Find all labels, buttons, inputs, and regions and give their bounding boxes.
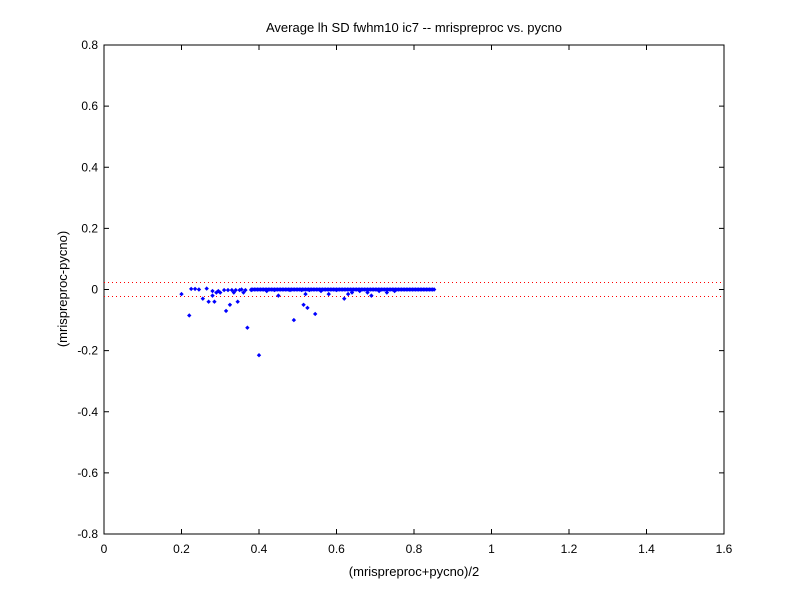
- data-point: [239, 287, 244, 292]
- data-point: [256, 353, 262, 358]
- data-point: [221, 287, 227, 293]
- x-tick-label: 0.6: [328, 542, 345, 556]
- x-axis-label: (mrispreproc+pycno)/2: [349, 564, 479, 579]
- data-point: [212, 299, 217, 304]
- data-point: [229, 287, 235, 293]
- y-tick-label: 0.6: [81, 99, 98, 113]
- data-point: [200, 296, 206, 301]
- data-point: [188, 286, 194, 292]
- data-point: [218, 290, 223, 295]
- data-point: [223, 308, 229, 314]
- data-point: [326, 291, 331, 297]
- data-point: [210, 293, 215, 298]
- y-tick-label: -0.8: [77, 527, 98, 541]
- data-point: [227, 302, 233, 307]
- y-tick-label: 0.4: [81, 160, 98, 174]
- chart-title: Average lh SD fwhm10 ic7 -- mrispreproc …: [266, 20, 562, 35]
- x-tick-label: 0.2: [173, 542, 190, 556]
- data-point: [349, 290, 355, 295]
- y-tick-label: 0.8: [81, 38, 98, 52]
- data-point: [276, 293, 281, 298]
- data-point: [301, 302, 306, 307]
- x-tick-label: 0: [101, 542, 108, 556]
- data-point: [345, 291, 351, 297]
- data-point: [235, 299, 240, 304]
- data-point: [206, 299, 211, 304]
- y-axis-label: (mrispreproc-pycno): [55, 231, 70, 347]
- data-point: [431, 287, 437, 292]
- x-tick-label: 1.6: [716, 542, 733, 556]
- data-point: [245, 325, 250, 330]
- data-point: [305, 305, 310, 311]
- y-tick-label: 0.2: [81, 221, 98, 235]
- x-axis-ticks: 0 0.2 0.4 0.6 0.8 1 1.2 1.4 1.6: [101, 45, 733, 556]
- data-point: [187, 313, 192, 318]
- data-point: [196, 287, 202, 292]
- y-tick-label: -0.2: [77, 344, 98, 358]
- y-axis-ticks: -0.8 -0.6 -0.4 -0.2 0 0.2 0.4 0.6 0.8: [77, 38, 724, 541]
- data-point: [204, 286, 209, 291]
- data-point: [210, 288, 215, 294]
- reference-lines: [104, 281, 724, 298]
- y-tick-label: -0.4: [77, 405, 98, 419]
- y-tick-label: -0.6: [77, 466, 98, 480]
- data-point: [179, 291, 184, 297]
- x-tick-label: 1.2: [561, 542, 578, 556]
- x-tick-label: 1.4: [638, 542, 655, 556]
- data-point: [303, 291, 308, 297]
- data-point: [365, 290, 370, 295]
- x-tick-label: 0.4: [251, 542, 268, 556]
- data-point: [369, 293, 374, 298]
- y-tick-label: 0: [91, 283, 98, 297]
- data-point: [384, 290, 390, 295]
- data-point: [312, 311, 318, 317]
- x-tick-label: 1: [488, 542, 495, 556]
- data-point: [225, 287, 231, 293]
- data-point: [243, 287, 248, 293]
- data-point: [192, 286, 198, 292]
- data-point: [342, 296, 347, 301]
- data-point: [291, 317, 297, 323]
- data-point: [233, 287, 238, 293]
- x-tick-label: 0.8: [406, 542, 423, 556]
- data-points: [179, 286, 437, 358]
